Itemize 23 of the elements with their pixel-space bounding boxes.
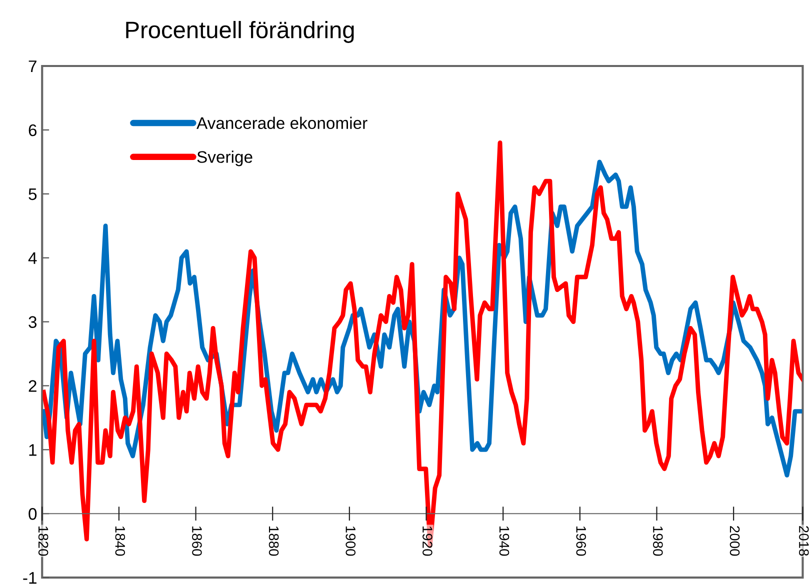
y-tick-label: 6	[28, 124, 37, 136]
y-tick-label: 7	[28, 60, 36, 72]
x-tick-label: 1900	[346, 526, 356, 556]
y-tick-label: 4	[28, 252, 37, 264]
x-tick-label: 1980	[653, 526, 663, 556]
x-tick-label: 2018	[798, 526, 809, 556]
x-tick-label: 1960	[576, 526, 586, 556]
x-tick-label: 2000	[730, 526, 740, 556]
legend-label: Avancerade ekonomier	[196, 116, 368, 130]
y-tick-label: 5	[28, 188, 37, 200]
x-tick-label: 1840	[115, 526, 126, 556]
x-tick-label: 1880	[268, 526, 279, 556]
y-tick-label: -1	[23, 572, 36, 584]
legend-label: Sverige	[197, 150, 252, 166]
chart-title: Procentuell förändring	[126, 20, 354, 43]
x-tick-label: 1940	[499, 526, 510, 556]
y-tick-label: 1	[29, 444, 36, 456]
y-tick-label: 0	[28, 508, 37, 520]
x-tick-label: 1920	[422, 526, 432, 556]
y-tick-label: 3	[28, 316, 37, 328]
x-tick-label: 1860	[192, 526, 202, 556]
x-tick-label: 1820	[38, 526, 48, 556]
y-tick-label: 2	[28, 380, 36, 392]
